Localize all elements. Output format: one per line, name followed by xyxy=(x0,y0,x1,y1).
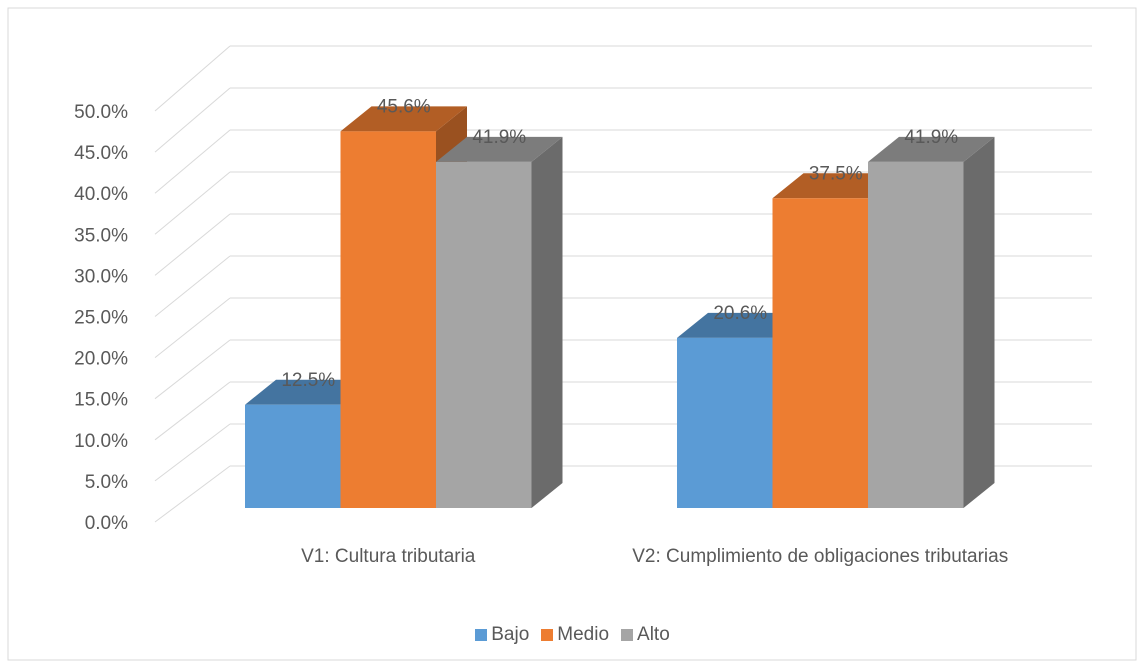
grid-line-side xyxy=(154,423,231,482)
data-label: 41.9% xyxy=(904,127,958,148)
grid-line-side xyxy=(154,381,231,441)
y-tick-label: 0.0% xyxy=(85,513,128,534)
y-tick-label: 20.0% xyxy=(74,349,128,370)
y-tick-label: 5.0% xyxy=(85,472,128,493)
bar xyxy=(677,337,773,508)
grid-line-side xyxy=(154,339,231,400)
bar xyxy=(772,198,868,508)
grid-line-side xyxy=(154,87,231,153)
grid-line-side xyxy=(154,171,231,235)
bar xyxy=(340,131,436,508)
x-tick-label: V1: Cultura tributaria xyxy=(301,546,476,567)
bar-top xyxy=(868,136,995,162)
bar-side xyxy=(963,136,995,508)
legend: Bajo Medio Alto xyxy=(0,624,1145,646)
legend-swatch xyxy=(541,629,554,641)
y-tick-label: 45.0% xyxy=(74,143,128,164)
y-tick-label: 10.0% xyxy=(74,431,128,452)
data-label: 20.6% xyxy=(713,303,767,324)
grid-line-side xyxy=(154,297,231,358)
legend-label: Bajo xyxy=(491,624,530,645)
grid-line-side xyxy=(154,255,231,317)
bar-side xyxy=(531,136,563,508)
data-label: 45.6% xyxy=(377,96,431,117)
grid-line-side xyxy=(154,465,231,523)
bar-top xyxy=(772,173,899,199)
bar-top xyxy=(436,136,563,162)
y-tick-label: 15.0% xyxy=(74,390,128,411)
y-tick-label: 35.0% xyxy=(74,225,128,246)
legend-item: Alto xyxy=(621,624,670,646)
grid-line-side xyxy=(154,45,231,112)
legend-item: Medio xyxy=(541,624,609,646)
data-label: 41.9% xyxy=(472,127,526,148)
y-tick-label: 25.0% xyxy=(74,308,128,329)
bar-top xyxy=(677,312,804,338)
y-tick-label: 30.0% xyxy=(74,266,128,287)
bar xyxy=(245,404,341,508)
chart-border xyxy=(7,7,1137,661)
bar-top xyxy=(340,106,467,132)
legend-item: Bajo xyxy=(475,624,529,646)
grid-line-side xyxy=(154,213,231,276)
data-label: 37.5% xyxy=(809,163,863,184)
x-tick-label: V2: Cumplimiento de obligaciones tributa… xyxy=(632,546,1009,567)
legend-label: Alto xyxy=(637,624,670,645)
legend-swatch xyxy=(475,629,488,641)
legend-label: Medio xyxy=(557,624,610,645)
bar xyxy=(868,161,964,508)
legend-swatch xyxy=(621,629,634,641)
grid-line-side xyxy=(154,129,231,194)
bar xyxy=(436,161,532,508)
y-tick-label: 50.0% xyxy=(74,102,128,123)
y-tick-label: 40.0% xyxy=(74,184,128,205)
data-label: 12.5% xyxy=(281,370,335,391)
bar-top xyxy=(245,379,372,405)
